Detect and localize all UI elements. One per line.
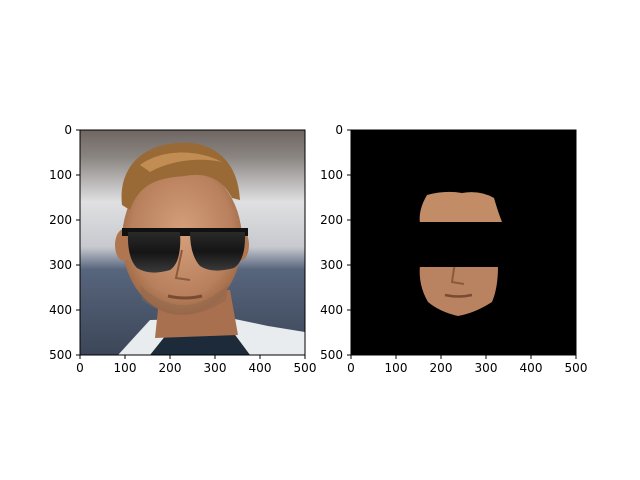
x-tick-label: 100	[385, 361, 408, 375]
glasses-mask-band	[412, 222, 504, 267]
y-tick-label: 200	[320, 213, 343, 227]
x-tick-label: 200	[159, 361, 182, 375]
mouth-shape	[167, 294, 203, 300]
x-tick-label: 400	[520, 361, 543, 375]
left-image-panel	[80, 130, 305, 355]
masked-mouth	[444, 293, 473, 298]
lens-left	[127, 232, 181, 273]
x-tick-label: 500	[565, 361, 588, 375]
face-shape	[122, 165, 242, 315]
hair-highlight-shape	[140, 152, 222, 172]
glasses-bridge	[122, 228, 248, 236]
right-image-panel	[351, 130, 576, 355]
y-tick-label: 300	[49, 258, 72, 272]
left-axes-frame	[79, 129, 306, 356]
stubble-shape	[140, 285, 228, 315]
masked-face-top	[419, 191, 502, 224]
y-tick-label: 100	[320, 168, 343, 182]
sunglasses-right-panel	[412, 222, 504, 267]
masked-face-lower	[419, 265, 498, 316]
nose-shape	[174, 249, 191, 281]
y-tick-label: 400	[320, 303, 343, 317]
y-tick-label: 100	[49, 168, 72, 182]
x-tick-label: 500	[294, 361, 317, 375]
x-tick-label: 100	[114, 361, 137, 375]
y-tick-label: 500	[320, 348, 343, 362]
lens-right	[190, 232, 246, 271]
axes-layer: 0 100 200 300 400 500 0 100 200 300 400 500 0 100 200 3…	[49, 123, 587, 375]
sunglasses-left-panel	[122, 228, 248, 273]
x-tick-label: 0	[347, 361, 355, 375]
right-axes-frame	[350, 129, 577, 356]
x-tick-label: 0	[76, 361, 84, 375]
y-tick-label: 500	[49, 348, 72, 362]
x-tick-label: 300	[204, 361, 227, 375]
masked-nose	[450, 261, 465, 285]
x-tick-label: 200	[430, 361, 453, 375]
y-tick-label: 200	[49, 213, 72, 227]
y-tick-label: 0	[335, 123, 343, 137]
y-tick-label: 300	[320, 258, 343, 272]
x-tick-label: 400	[249, 361, 272, 375]
y-tick-label: 0	[64, 123, 72, 137]
y-tick-label: 400	[49, 303, 72, 317]
x-tick-label: 300	[475, 361, 498, 375]
